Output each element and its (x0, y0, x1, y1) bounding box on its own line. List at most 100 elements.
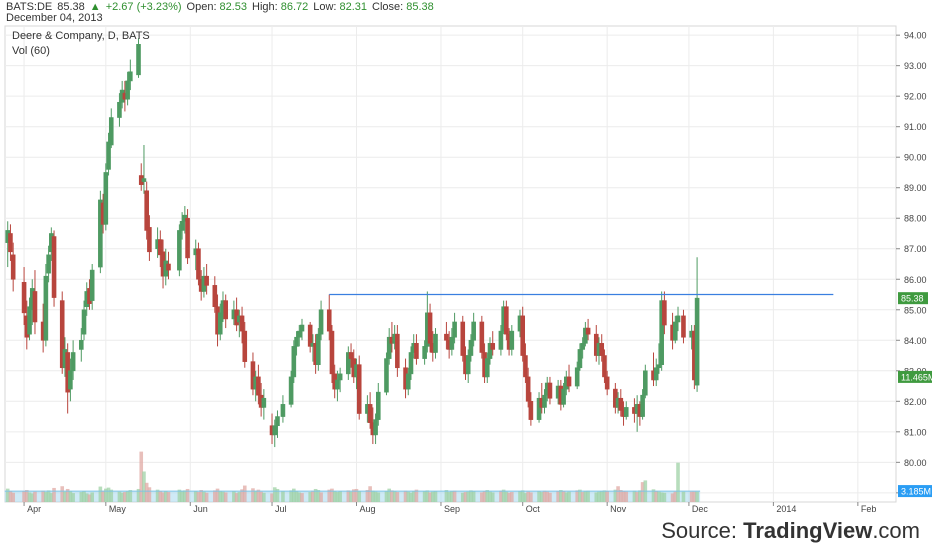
last-price-tag-label: 85.38 (901, 294, 924, 304)
x-tick-label: Oct (526, 504, 541, 514)
change-up-icon: ▲ (89, 1, 101, 13)
candle-body (452, 321, 457, 338)
volume-bar (586, 490, 590, 502)
volume-bar (311, 490, 315, 502)
volume-bar (561, 491, 566, 502)
volume-bar (567, 491, 571, 502)
volume-bar (430, 491, 435, 502)
source-suffix: .com (872, 518, 920, 543)
volume-bar (409, 492, 413, 502)
close-value: 85.38 (406, 1, 434, 13)
volume-bar (109, 489, 114, 502)
volume-bar (196, 492, 201, 502)
quote-date: December 04, 2013 (6, 12, 103, 24)
candle-body (89, 269, 95, 301)
candle-body (98, 199, 103, 268)
volume-bar (428, 492, 432, 502)
candle-body (21, 282, 27, 314)
x-tick-label: Jul (275, 504, 287, 514)
candle-body (408, 352, 414, 375)
volume-bar (147, 487, 152, 502)
candle-body (280, 404, 286, 417)
volume-bar (485, 490, 490, 502)
volume-bar (689, 491, 694, 502)
candle-body (103, 172, 109, 225)
volume-bar (618, 490, 623, 502)
volume-bar (482, 491, 487, 502)
candle-body (250, 361, 256, 390)
volume-bar (65, 488, 70, 502)
volume-bar (313, 488, 318, 502)
volume-bar (335, 492, 340, 502)
candle-body (386, 336, 392, 359)
candle-body (694, 297, 700, 386)
volume-bar (488, 491, 492, 502)
candle-body (78, 339, 84, 350)
volume-bar (106, 487, 111, 502)
volume-bar (183, 490, 187, 502)
volume-bar (316, 490, 321, 502)
candle-body (337, 373, 343, 381)
y-tick-label: 87.00 (904, 244, 927, 254)
volume-bar (218, 491, 223, 502)
volume-bar (450, 491, 454, 502)
close-label: Close: (372, 1, 404, 13)
candle-body (136, 44, 141, 76)
volume-bar (662, 492, 667, 502)
y-tick-label: 90.00 (904, 153, 927, 163)
candle-body (471, 321, 476, 341)
volume-bar (640, 482, 645, 502)
candle-body (449, 336, 455, 350)
volume-bar (84, 493, 89, 502)
volume-bar (390, 490, 394, 502)
volume-bar (460, 492, 465, 502)
candle-body (487, 343, 493, 359)
candle-body (536, 397, 542, 420)
candle-body (288, 376, 294, 405)
volume-bar (575, 490, 580, 502)
volume-bar (681, 491, 686, 502)
volume-bar (272, 487, 277, 502)
open-label: Open: (186, 1, 217, 13)
volume-bar (392, 491, 397, 502)
candle-body (662, 300, 667, 326)
volume-bar (559, 490, 563, 502)
x-tick-label: May (109, 504, 127, 514)
volume-bar (692, 491, 697, 502)
y-tick-label: 91.00 (904, 122, 927, 132)
volume-bar (155, 489, 160, 502)
candle-body (299, 324, 305, 332)
candle-body (318, 309, 324, 335)
candle-body (542, 394, 547, 408)
candle-body (566, 376, 572, 387)
volume-bar (471, 491, 476, 502)
volume-bar (158, 491, 163, 502)
candle-body (242, 330, 248, 362)
candle-body (291, 346, 297, 378)
volume-bar (529, 492, 533, 502)
y-tick-label: 86.00 (904, 275, 927, 285)
volume-bar (139, 451, 144, 502)
candle-body (51, 236, 57, 298)
candle-body (356, 364, 362, 414)
volume-bar (120, 492, 124, 502)
candle-body (653, 367, 659, 381)
candle-body (272, 425, 278, 436)
y-tick-label: 85.00 (904, 305, 927, 315)
volume-bar (349, 491, 353, 502)
candle-body (43, 275, 49, 341)
volume-bar (327, 489, 332, 502)
y-tick-label: 81.00 (904, 427, 927, 437)
volume-bar (101, 490, 105, 502)
last-price-tag (898, 292, 928, 305)
volume-bar (351, 489, 356, 502)
volume-bar (657, 491, 661, 502)
volume-bar (275, 488, 280, 502)
volume-bar (616, 486, 620, 502)
volume-bar (144, 482, 149, 502)
volume-bar (234, 493, 239, 502)
candle-body (640, 394, 645, 417)
volume-bar (518, 491, 522, 502)
volume-bar (594, 492, 599, 502)
